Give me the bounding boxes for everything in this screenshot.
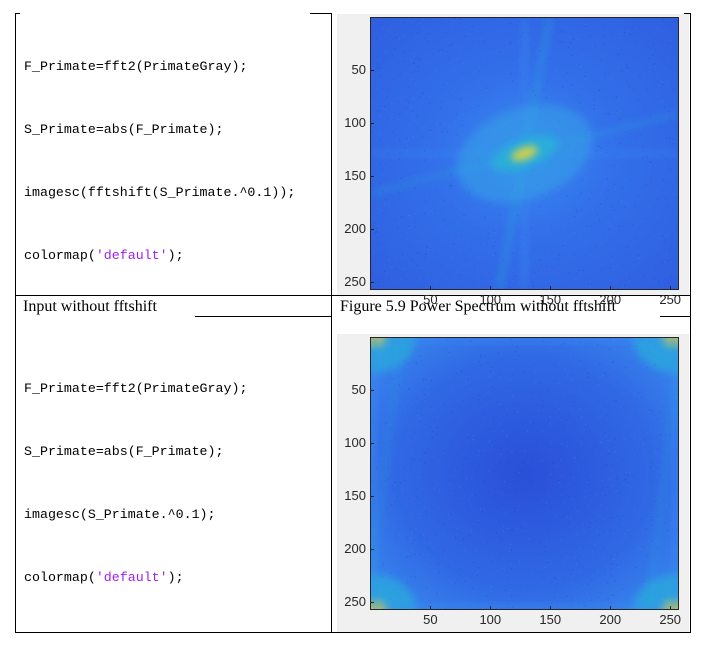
code-line: imagesc(S_Primate.^0.1); (24, 507, 216, 522)
x-tick-mark (610, 606, 612, 609)
y-tick-mark (371, 176, 374, 178)
x-tick-mark (550, 286, 552, 289)
x-tick-mark (490, 286, 492, 289)
x-tick-mark (550, 606, 552, 609)
x-tick-mark (670, 286, 672, 289)
x-tick-mark (670, 606, 672, 609)
spectrum-corner-energy (371, 338, 678, 609)
code-line: F_Primate=fft2(PrimateGray); (24, 381, 248, 396)
y-tick-label: 100 (344, 435, 366, 451)
caption-underline-left (195, 316, 331, 317)
table-border-top-left (15, 13, 20, 14)
y-tick-mark (371, 229, 374, 231)
table-border-top-mid (310, 13, 332, 14)
code-line: imagesc(fftshift(S_Primate.^0.1)); (24, 185, 296, 200)
y-tick-mark (371, 443, 374, 445)
x-tick-label: 250 (659, 292, 682, 307)
table-border-left (15, 13, 16, 633)
caption-underline-right (660, 316, 691, 317)
x-tick-label: 250 (659, 612, 682, 627)
code-line: F_Primate=fft2(PrimateGray); (24, 59, 248, 74)
code-block-fftshift: F_Primate=fft2(PrimateGray); S_Primate=a… (24, 14, 295, 287)
table-border-middle (331, 13, 332, 633)
y-tick-label: 150 (344, 488, 366, 504)
x-tick-label: 50 (423, 292, 438, 307)
table-row-divider (15, 295, 691, 296)
x-tick-mark (430, 606, 432, 609)
spectrum-image-unshifted (371, 338, 678, 609)
code-line: S_Primate=abs(F_Primate); (24, 122, 224, 137)
caption-input-without-fftshift: Input without fftshift (23, 298, 157, 315)
y-tick-mark (371, 549, 374, 551)
spectrum-noise (371, 18, 678, 289)
code-line: colormap('default'); (24, 248, 184, 263)
y-tick-label: 250 (344, 594, 366, 610)
table-border-bottom (15, 632, 691, 633)
x-tick-label: 200 (599, 292, 622, 307)
y-tick-mark (371, 496, 374, 498)
spectrum-image-shifted (371, 18, 678, 289)
table-border-top-right (684, 13, 691, 14)
x-tick-label: 150 (539, 292, 562, 307)
x-tick-label: 50 (423, 612, 438, 627)
code-block-no-fftshift: F_Primate=fft2(PrimateGray); S_Primate=a… (24, 336, 247, 609)
y-tick-mark (371, 390, 374, 392)
y-tick-label: 100 (344, 115, 366, 131)
code-line: colormap('default'); (24, 570, 184, 585)
x-tick-label: 100 (479, 612, 502, 627)
spectrum-background (371, 338, 678, 609)
y-tick-mark (371, 123, 374, 125)
y-tick-label: 250 (344, 274, 366, 290)
x-tick-mark (430, 286, 432, 289)
y-tick-label: 50 (351, 382, 366, 398)
plot-axes-unshifted (370, 337, 679, 610)
y-tick-label: 50 (351, 62, 366, 78)
y-tick-mark (371, 282, 374, 284)
y-tick-label: 200 (344, 221, 366, 237)
plot-axes-shifted (370, 17, 679, 290)
y-tick-mark (371, 70, 374, 72)
y-tick-label: 200 (344, 541, 366, 557)
y-tick-mark (371, 602, 374, 604)
y-tick-label: 150 (344, 168, 366, 184)
x-tick-label: 150 (539, 612, 562, 627)
code-line: S_Primate=abs(F_Primate); (24, 444, 224, 459)
x-tick-mark (610, 286, 612, 289)
spectrum-center-energy (371, 18, 678, 289)
x-tick-label: 100 (479, 292, 502, 307)
figure-caption: Figure 5.9 Power Spectrum without fftshi… (340, 298, 617, 315)
x-tick-mark (490, 606, 492, 609)
table-border-right (690, 13, 691, 633)
x-tick-label: 200 (599, 612, 622, 627)
